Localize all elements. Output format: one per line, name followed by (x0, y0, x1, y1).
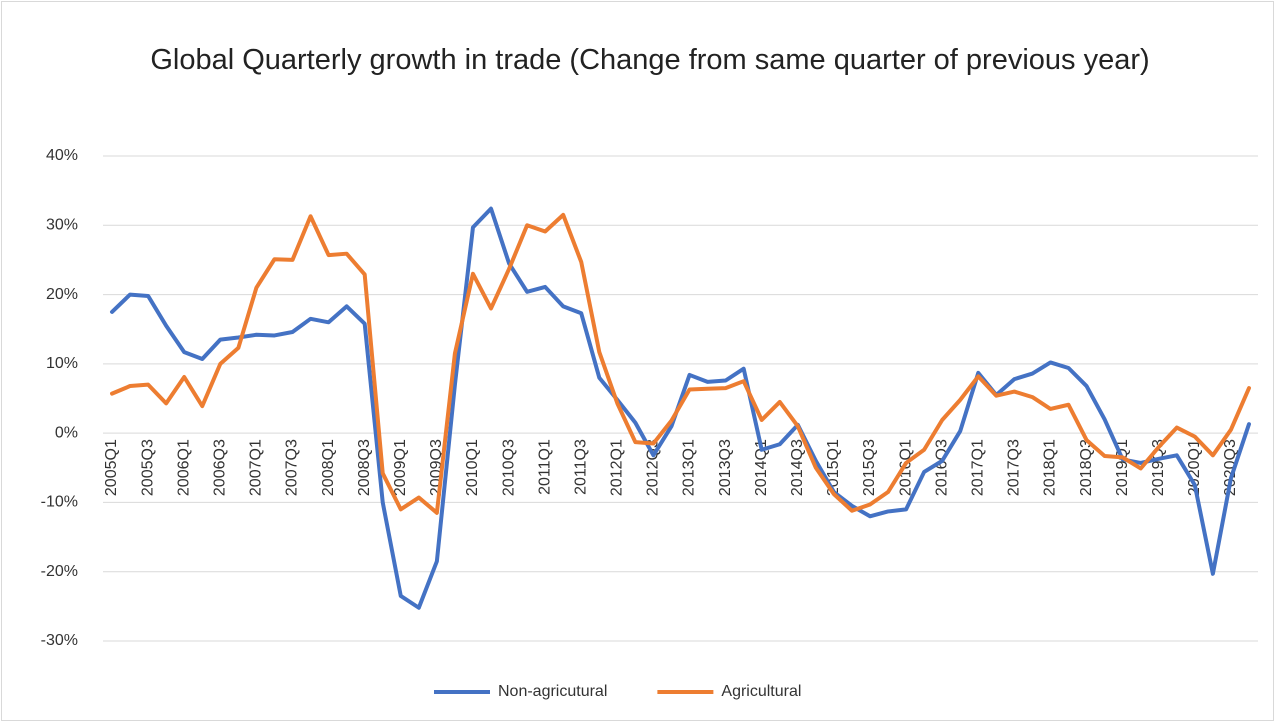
x-tick-label: 2010Q3 (500, 439, 517, 496)
x-tick-label: 2012Q1 (609, 439, 626, 496)
y-tick-label: 20% (46, 286, 78, 303)
x-tick-label: 2012Q3 (645, 439, 662, 496)
chart-title: Global Quarterly growth in trade (Change… (150, 44, 1150, 76)
x-tick-label: 2014Q3 (789, 439, 806, 496)
x-tick-label: 2020Q1 (1186, 439, 1203, 496)
x-tick-label: 2017Q3 (1006, 439, 1023, 496)
y-tick-label: -10% (41, 494, 78, 511)
x-tick-label: 2008Q1 (320, 439, 337, 496)
x-tick-label: 2011Q1 (536, 439, 553, 495)
y-tick-label: 40% (46, 147, 78, 164)
series-line (110, 212, 1251, 515)
legend-label: Non-agricutural (498, 683, 607, 700)
y-tick-label: -30% (41, 632, 78, 649)
x-tick-label: 2007Q1 (248, 439, 265, 496)
x-tick-label: 2018Q1 (1042, 439, 1059, 496)
x-tick-label: 2016Q3 (933, 439, 950, 496)
y-tick-label: 0% (55, 424, 78, 441)
x-tick-label: 2013Q1 (681, 439, 698, 496)
x-tick-label: 2008Q3 (356, 439, 373, 496)
y-tick-label: 10% (46, 355, 78, 372)
legend-label: Agricultural (721, 683, 801, 700)
x-tick-label: 2006Q1 (175, 439, 192, 496)
x-tick-label: 2016Q1 (897, 439, 914, 496)
x-tick-label: 2009Q1 (392, 439, 409, 496)
x-tick-label: 2014Q1 (753, 439, 770, 496)
series-line (110, 206, 1251, 610)
x-tick-label: 2010Q1 (464, 439, 481, 496)
x-tick-label: 2017Q1 (969, 439, 986, 496)
x-tick-label: 2006Q3 (212, 439, 229, 496)
y-tick-label: 30% (46, 217, 78, 234)
x-tick-label: 2015Q3 (861, 439, 878, 496)
x-tick-label: 2007Q3 (284, 439, 301, 496)
x-tick-label: 2020Q3 (1222, 439, 1239, 496)
x-tick-label: 2013Q3 (717, 439, 734, 496)
x-tick-label: 2018Q3 (1078, 439, 1095, 496)
x-tick-label: 2011Q3 (572, 439, 589, 495)
y-tick-label: -20% (41, 563, 78, 580)
x-tick-label: 2005Q3 (139, 439, 156, 496)
x-tick-label: 2005Q1 (103, 439, 120, 496)
